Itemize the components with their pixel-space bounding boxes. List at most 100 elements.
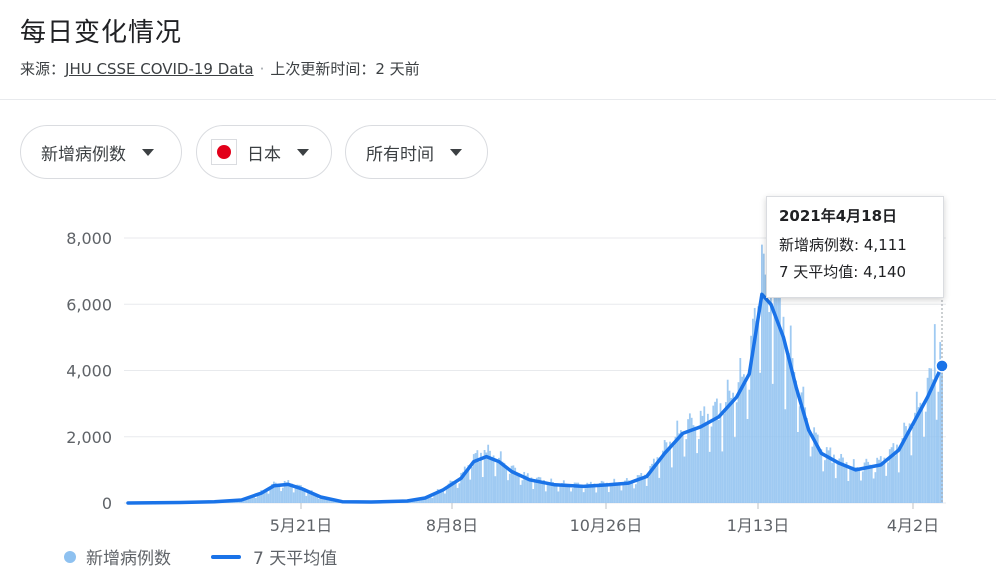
daily-case-bar [813, 427, 816, 503]
daily-case-bar [831, 462, 834, 503]
source-link[interactable]: JHU CSSE COVID-19 Data [65, 60, 254, 78]
x-tick-label: 10月26日 [570, 516, 643, 535]
daily-case-bar [629, 480, 632, 503]
daily-case-bar [519, 484, 522, 503]
daily-case-bar [242, 500, 245, 503]
daily-case-bar [661, 450, 664, 503]
daily-case-bar [771, 383, 774, 503]
daily-case-bar [271, 484, 273, 503]
daily-case-bar [570, 491, 572, 503]
metric-dropdown-label: 新增病例数 [41, 144, 126, 165]
daily-case-bar [818, 448, 821, 503]
daily-case-bar [825, 447, 828, 503]
daily-case-bar [326, 498, 329, 503]
time-range-dropdown-label: 所有时间 [366, 144, 434, 165]
tooltip-cases-value: 4,111 [863, 236, 907, 254]
daily-case-bar [633, 488, 635, 503]
daily-case-bar [876, 457, 879, 503]
daily-case-bar [681, 432, 684, 503]
cases-chart[interactable]: 0 2,000 4,000 6,000 8,000 5月21日 8月8日 10月26日 1月13… [0, 190, 996, 540]
time-range-dropdown[interactable]: 所有时间 [345, 125, 488, 179]
daily-case-bar [723, 413, 725, 503]
daily-case-bar [251, 496, 254, 503]
daily-case-bar [701, 415, 704, 503]
daily-case-bar [256, 494, 259, 503]
daily-case-bar [280, 491, 282, 503]
daily-case-bar [490, 456, 493, 503]
daily-case-bar [634, 484, 637, 503]
daily-case-bar [782, 316, 785, 503]
daily-case-bar [761, 244, 763, 503]
legend-line-label: 7 天平均值 [253, 549, 338, 569]
daily-case-bar [937, 391, 940, 503]
tooltip-average-label: 7 天平均值: [779, 263, 859, 281]
daily-case-bar [283, 480, 286, 503]
daily-case-bar [332, 500, 335, 503]
daily-case-bar [254, 498, 257, 503]
daily-case-bar [665, 442, 668, 503]
daily-case-bar [847, 481, 850, 503]
source-prefix: 来源： [20, 60, 66, 78]
daily-case-bar [897, 472, 900, 503]
daily-case-bar [903, 422, 906, 503]
daily-case-bar [481, 477, 484, 503]
daily-case-bar [530, 477, 533, 503]
daily-case-bar [721, 451, 724, 503]
chevron-down-icon [450, 148, 462, 156]
daily-case-bar [737, 382, 740, 503]
average-line [126, 292, 944, 505]
daily-case-bar [278, 484, 281, 503]
header-divider [0, 99, 996, 100]
daily-case-bar [546, 483, 549, 503]
daily-case-bar [840, 453, 843, 503]
daily-case-bar [645, 485, 648, 503]
daily-case-bar [910, 455, 913, 503]
daily-case-bar [809, 456, 812, 503]
daily-case-bar [768, 312, 771, 503]
daily-case-bar [471, 467, 473, 503]
daily-case-bar [564, 483, 567, 503]
x-tick-label: 1月13日 [727, 516, 790, 535]
daily-case-bar [919, 402, 922, 503]
daily-case-bar [730, 397, 733, 503]
daily-case-bar [656, 457, 659, 503]
daily-case-bar [856, 467, 859, 503]
daily-case-bar [710, 426, 713, 503]
daily-case-bar [287, 480, 290, 503]
daily-case-bar [851, 466, 853, 503]
daily-case-bar [247, 496, 250, 503]
metric-dropdown[interactable]: 新增病例数 [20, 125, 182, 179]
daily-case-bar [328, 499, 331, 503]
daily-case-bar [845, 462, 848, 503]
country-dropdown[interactable]: 日本 [196, 125, 332, 179]
daily-case-bar [442, 489, 445, 503]
daily-case-bar [670, 467, 673, 503]
daily-case-bar [584, 488, 587, 503]
daily-case-bar [715, 398, 718, 503]
daily-case-bar [501, 461, 504, 503]
daily-case-bar [669, 441, 671, 503]
y-tick-label: 2,000 [66, 428, 112, 447]
daily-case-bar [263, 490, 266, 503]
daily-case-bar [728, 390, 731, 503]
daily-case-bar [834, 478, 837, 503]
daily-case-bar [694, 426, 697, 503]
daily-case-bar [885, 475, 888, 503]
daily-case-bar [838, 458, 841, 503]
daily-case-bar [625, 478, 628, 503]
daily-case-bar [267, 493, 270, 503]
daily-case-bar [791, 358, 794, 503]
daily-case-bar [272, 481, 275, 503]
daily-case-bar [654, 467, 657, 503]
daily-case-bar [687, 419, 689, 503]
daily-case-bar [595, 492, 598, 503]
daily-case-bar [600, 480, 603, 503]
daily-case-bar [636, 475, 639, 503]
daily-case-bar [773, 267, 776, 503]
daily-case-bar [615, 482, 617, 503]
daily-case-bar [674, 436, 677, 503]
daily-case-bar [816, 434, 819, 503]
daily-case-bar [820, 449, 823, 503]
daily-case-bar [683, 456, 686, 503]
daily-case-bar [788, 353, 790, 503]
